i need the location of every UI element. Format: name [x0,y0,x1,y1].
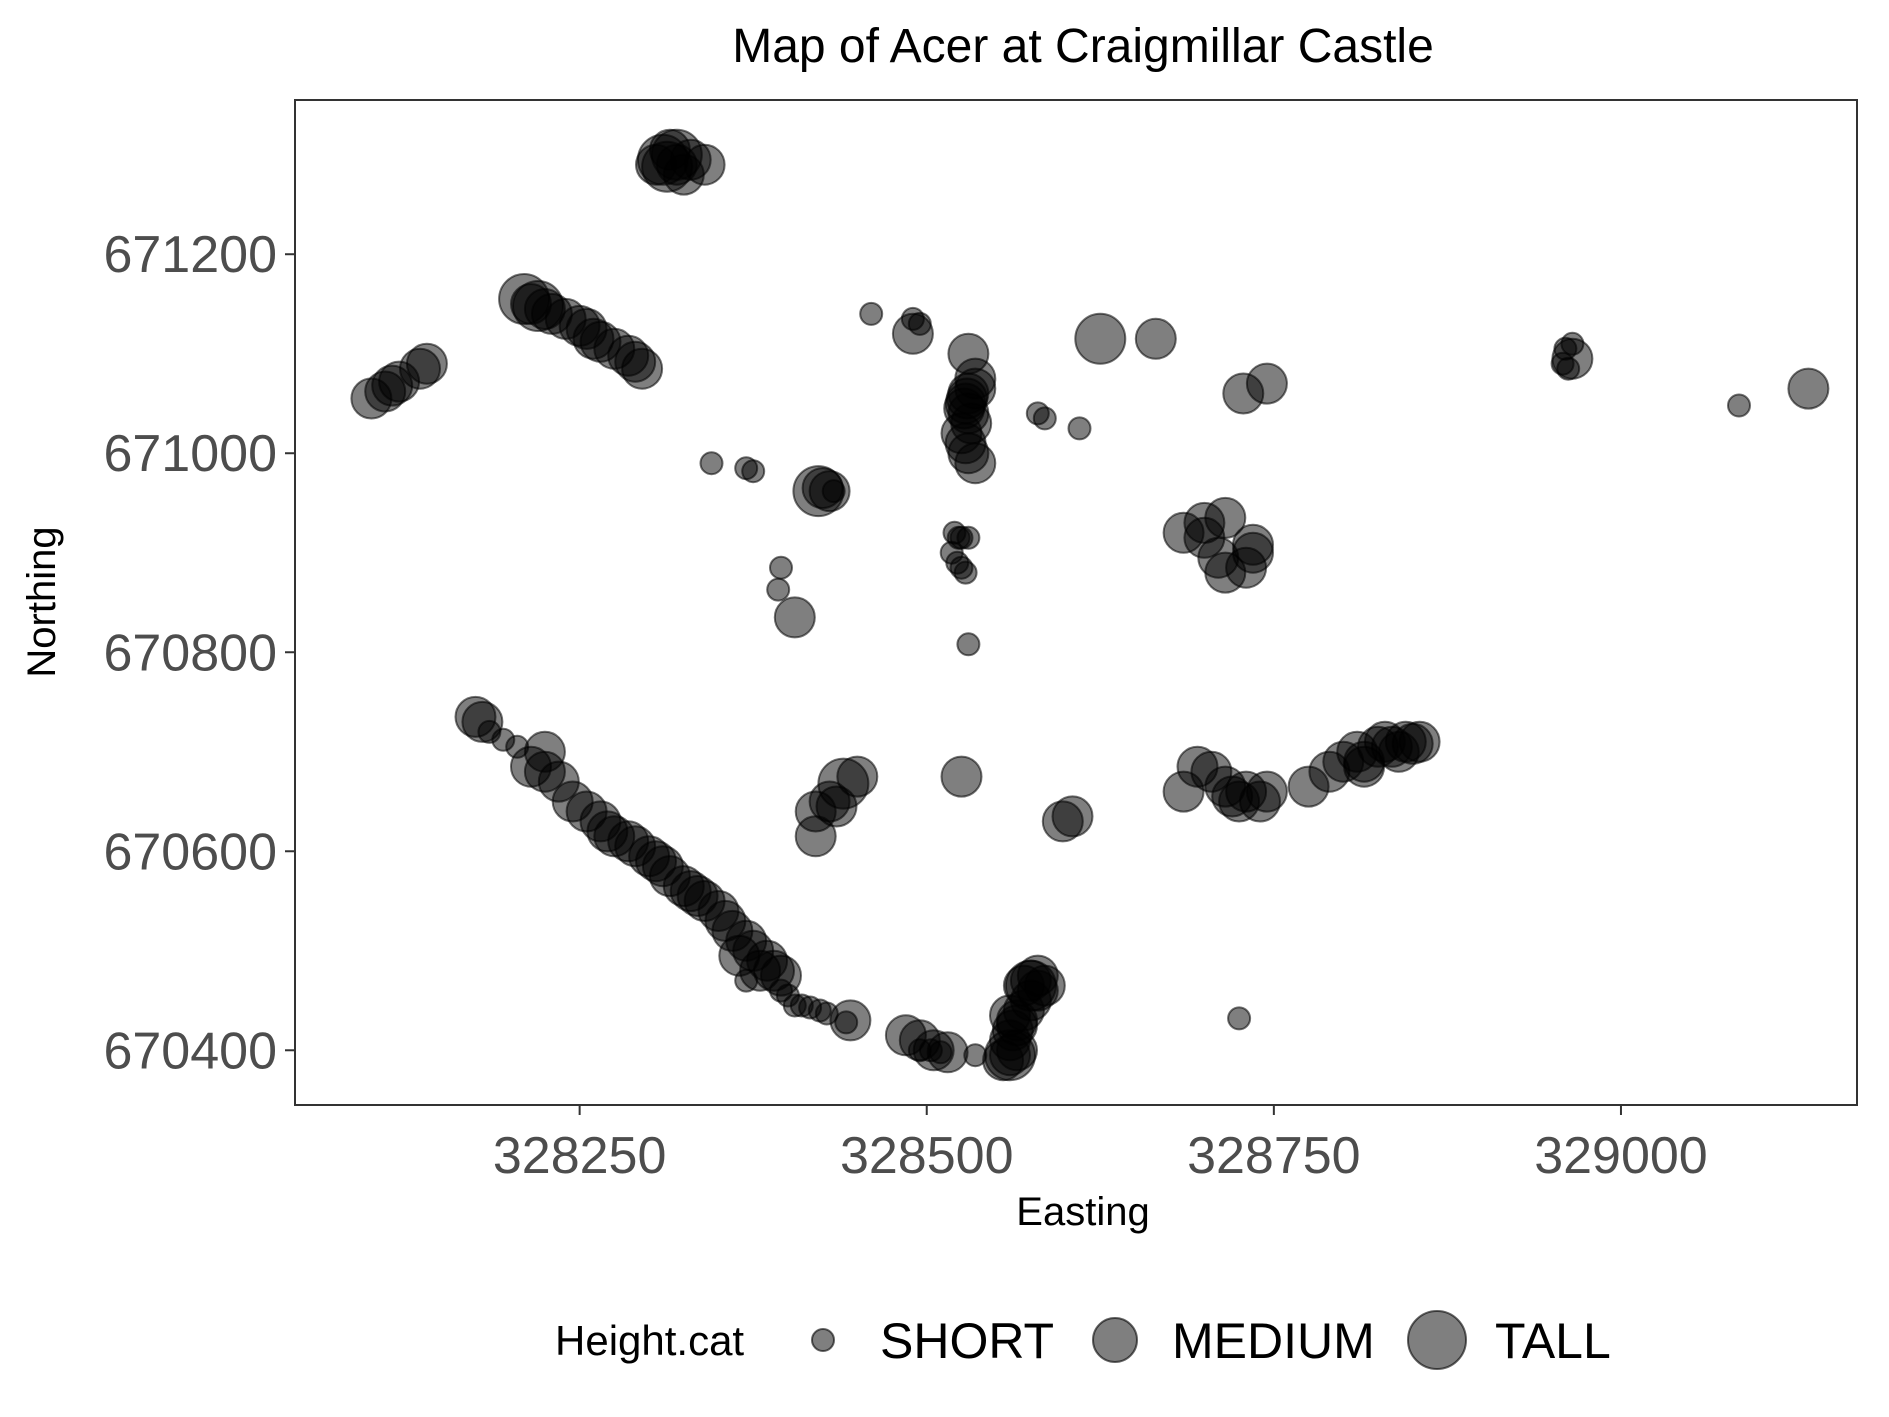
data-point-medium [669,870,712,913]
data-point-medium [946,377,988,420]
data-point-short [741,459,766,484]
data-point-short [1727,393,1751,418]
data-point-short [1032,406,1057,431]
data-point-short [1227,1006,1252,1031]
data-point-medium [1245,362,1288,405]
legend-key-medium [1092,1317,1138,1363]
data-point-short [766,577,791,602]
data-point-medium [891,312,934,355]
x-axis: 328250 328500 328750 329000 [493,1105,1708,1185]
data-point-short [956,525,981,550]
y-tick-label: 670600 [103,823,277,881]
x-axis-title: Easting [1016,1190,1149,1234]
y-tick-label: 670400 [103,1022,277,1080]
legend-title: Height.cat [555,1317,744,1364]
legend-label-tall: TALL [1495,1313,1611,1369]
y-tick-label: 670800 [103,624,277,682]
data-point-medium [773,596,816,639]
data-point-medium [1232,523,1274,566]
x-tick-label: 329000 [1534,1127,1708,1185]
y-tick-label: 671000 [103,425,277,483]
data-point-short [949,555,974,580]
data-point-medium [954,442,997,485]
data-point-medium [718,934,761,977]
data-point-medium [461,700,504,743]
data-point-short [956,632,981,657]
data-point-medium [405,342,448,385]
data-point-medium [1134,317,1177,360]
data-point-short [1067,416,1092,441]
legend-key-short [811,1328,835,1352]
plot-points [350,128,1830,1082]
data-point-short [859,301,884,326]
plot-panel-border [294,99,1858,1106]
data-point-medium [621,347,664,390]
data-point-medium [1245,770,1288,813]
data-point-tall [984,1029,1036,1082]
data-point-short [699,451,724,476]
x-tick-label: 328250 [493,1127,667,1185]
data-point-tall [1074,312,1127,365]
data-point-medium [940,755,983,798]
x-tick-label: 328500 [840,1127,1014,1185]
x-tick-label: 328750 [1187,1127,1361,1185]
data-point-medium [1551,337,1594,380]
data-point-medium [1051,795,1094,838]
legend-label-short: SHORT [880,1313,1054,1369]
y-axis: 670400 670600 670800 671000 671200 [103,226,295,1080]
data-point-tall [641,140,694,193]
y-axis-title: Northing [20,526,64,677]
data-point-tall [512,280,564,332]
data-point-medium [829,999,872,1042]
data-point-medium [1398,720,1441,763]
data-point-medium [1787,367,1830,410]
data-point-tall [792,465,845,518]
data-point-short [769,555,793,580]
data-point-medium [794,815,837,858]
legend: Height.cat SHORT MEDIUM TALL [555,1310,1611,1370]
data-point-medium [926,1031,969,1074]
data-point-medium [1183,516,1226,559]
data-point-medium [1343,745,1386,788]
legend-label-medium: MEDIUM [1172,1313,1375,1369]
data-point-tall [817,757,870,810]
y-tick-label: 671200 [103,226,277,284]
legend-key-tall [1407,1310,1467,1370]
data-point-tall [1004,959,1057,1012]
chart-title: Map of Acer at Craigmillar Castle [732,20,1434,73]
